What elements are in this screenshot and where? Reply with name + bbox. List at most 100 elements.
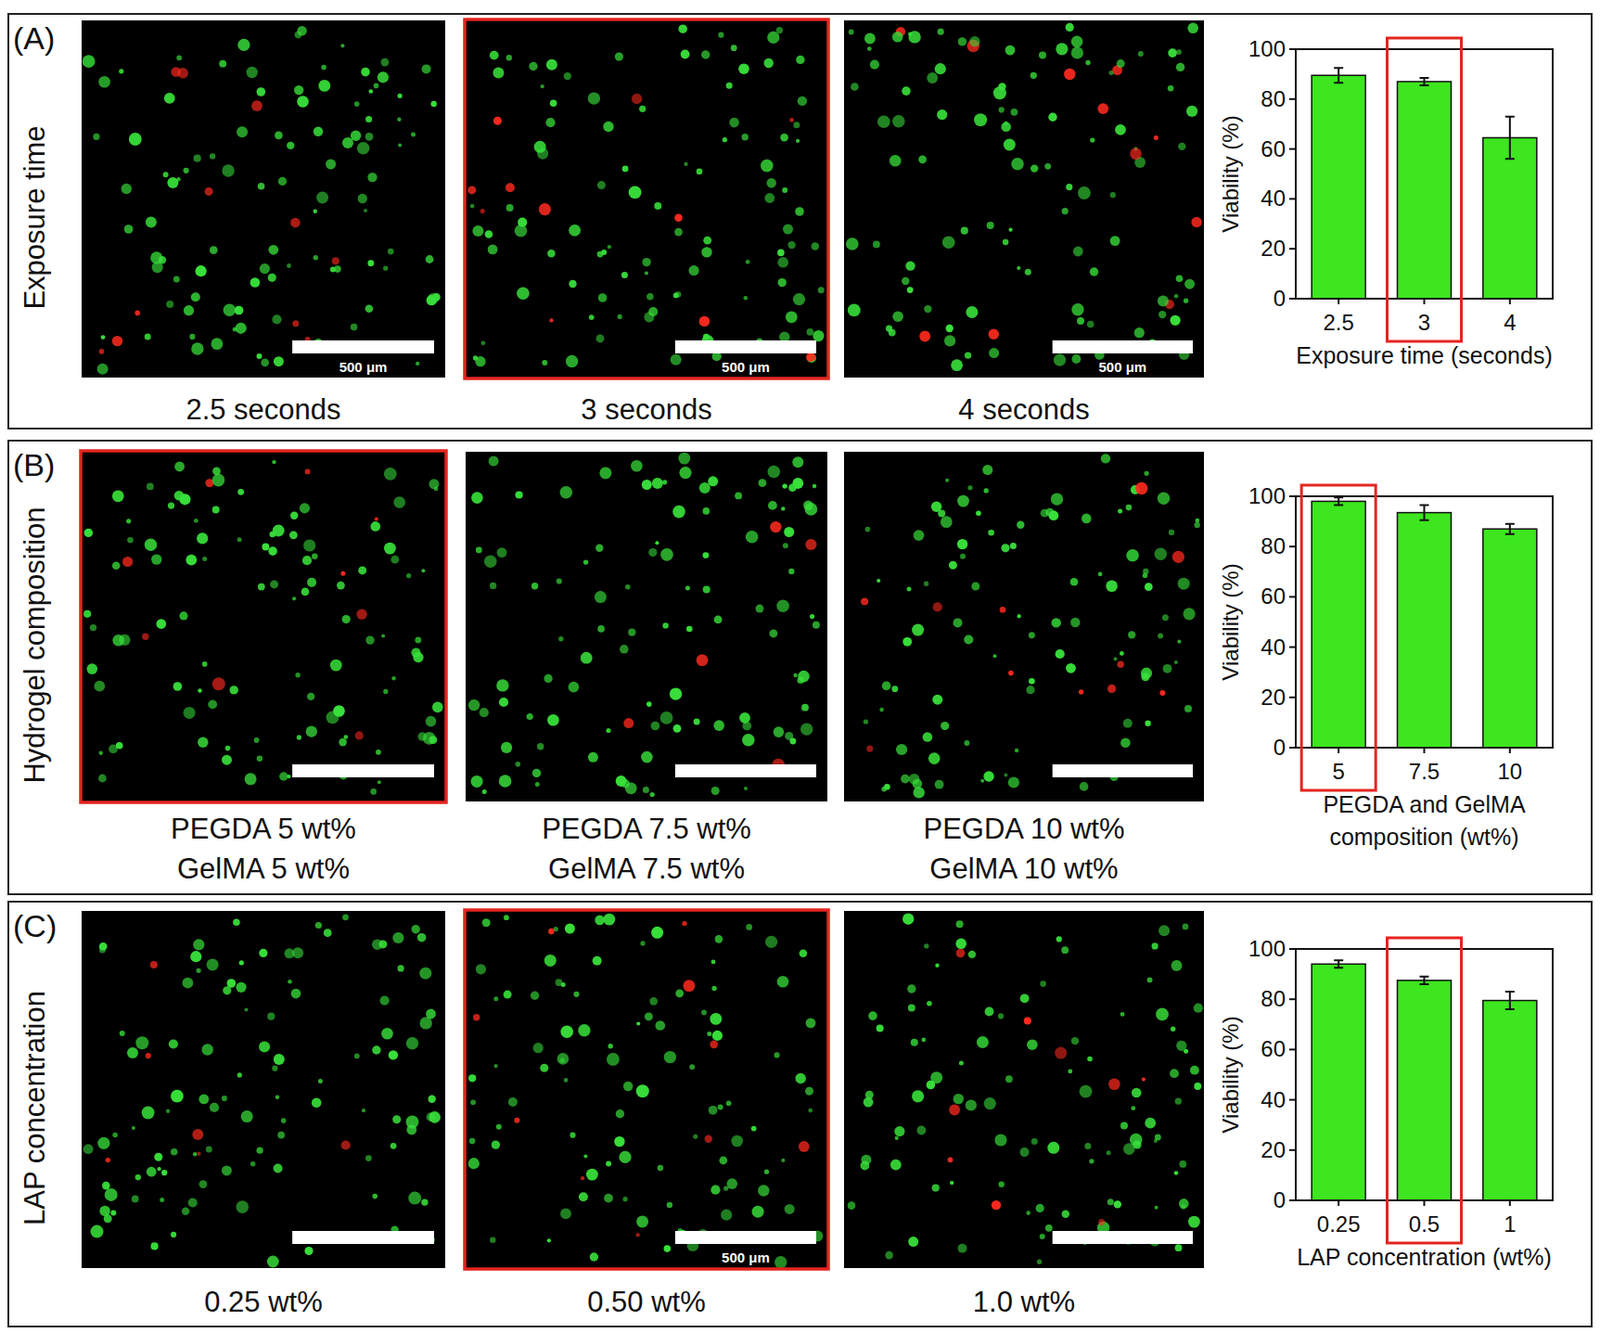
cell — [427, 293, 439, 305]
scale-bar-label: 500 μm — [339, 358, 388, 375]
cell — [481, 340, 487, 346]
cell — [541, 359, 548, 366]
y-tick — [1289, 197, 1296, 200]
cell — [1120, 1011, 1126, 1017]
cell — [1186, 105, 1198, 117]
cell — [1008, 670, 1014, 677]
cell — [415, 361, 420, 366]
cell — [170, 1089, 184, 1103]
micrograph — [81, 910, 446, 1268]
cell — [680, 50, 691, 60]
cell — [235, 982, 246, 993]
cell — [953, 1093, 964, 1104]
cell — [363, 208, 368, 213]
cell — [583, 559, 589, 564]
cell — [192, 938, 205, 950]
x-tick — [1337, 298, 1340, 305]
cell — [550, 100, 558, 108]
cell — [703, 333, 710, 341]
cell — [794, 206, 805, 217]
cell — [392, 1114, 401, 1124]
cell — [515, 490, 524, 499]
cell — [710, 1185, 720, 1195]
cell — [606, 1052, 620, 1066]
x-tick — [1509, 298, 1511, 305]
cell — [532, 768, 541, 778]
cell — [318, 79, 331, 92]
cell — [781, 483, 787, 488]
y-tick — [1289, 595, 1296, 598]
cell — [1172, 550, 1185, 564]
cell — [993, 86, 1007, 100]
x-tick-label: 10 — [1497, 758, 1523, 784]
cell — [703, 507, 711, 515]
cell — [307, 577, 317, 588]
cell — [937, 510, 946, 518]
cell — [594, 915, 605, 926]
cell — [237, 488, 244, 496]
highlight-box — [1301, 485, 1376, 791]
cell — [860, 598, 869, 606]
cell — [1079, 1085, 1093, 1099]
cell — [866, 745, 873, 753]
cell — [652, 477, 664, 489]
bar-chart: 02040608010057.510Viability (%)PEGDA and… — [1217, 483, 1553, 850]
cell — [757, 1184, 769, 1196]
cell — [531, 582, 538, 589]
cell — [1071, 46, 1084, 59]
cell — [764, 192, 775, 204]
cell — [1055, 649, 1065, 659]
cell — [1017, 614, 1022, 618]
x-axis-title: composition (wt%) — [1329, 823, 1519, 850]
cell — [1108, 1078, 1121, 1091]
image-caption: PEGDA 10 wt% — [922, 812, 1125, 845]
cell — [515, 761, 522, 768]
cell — [544, 954, 557, 967]
cell — [1076, 317, 1085, 325]
cell — [371, 1045, 381, 1054]
cell — [323, 928, 333, 937]
cell — [923, 305, 932, 313]
image-background — [844, 451, 1204, 802]
cell — [358, 565, 367, 575]
cell — [557, 1052, 570, 1065]
cell — [1135, 482, 1148, 495]
cell — [256, 353, 263, 359]
cell — [358, 193, 368, 204]
y-tick-label: 20 — [1260, 235, 1286, 261]
cell — [999, 606, 1007, 614]
cell — [711, 786, 720, 795]
cell — [934, 63, 947, 75]
cell — [640, 751, 653, 764]
cell — [1016, 266, 1021, 270]
cell — [798, 1140, 810, 1152]
cell — [619, 644, 629, 654]
cell — [487, 244, 499, 256]
cell — [797, 96, 807, 106]
cell — [104, 1188, 118, 1202]
error-bar — [1505, 991, 1515, 1010]
cell — [1177, 142, 1186, 151]
y-tick-label: 40 — [1260, 1087, 1286, 1113]
cell — [281, 1117, 287, 1124]
cell — [411, 924, 421, 934]
cell — [703, 551, 710, 559]
cell — [1168, 529, 1175, 536]
cell — [765, 935, 778, 948]
cell — [373, 83, 380, 90]
cell — [636, 1232, 640, 1237]
cell — [910, 1038, 919, 1047]
cell — [355, 730, 364, 740]
cell — [811, 242, 820, 251]
cell — [558, 636, 564, 641]
cell — [306, 725, 318, 737]
cell — [212, 473, 226, 487]
cell — [292, 320, 299, 327]
cell — [237, 1072, 243, 1077]
cell — [128, 132, 142, 146]
cell — [307, 692, 315, 701]
cell — [560, 1208, 572, 1220]
row-label: Exposure time — [18, 125, 52, 309]
cell — [152, 261, 164, 273]
cell — [919, 331, 931, 343]
